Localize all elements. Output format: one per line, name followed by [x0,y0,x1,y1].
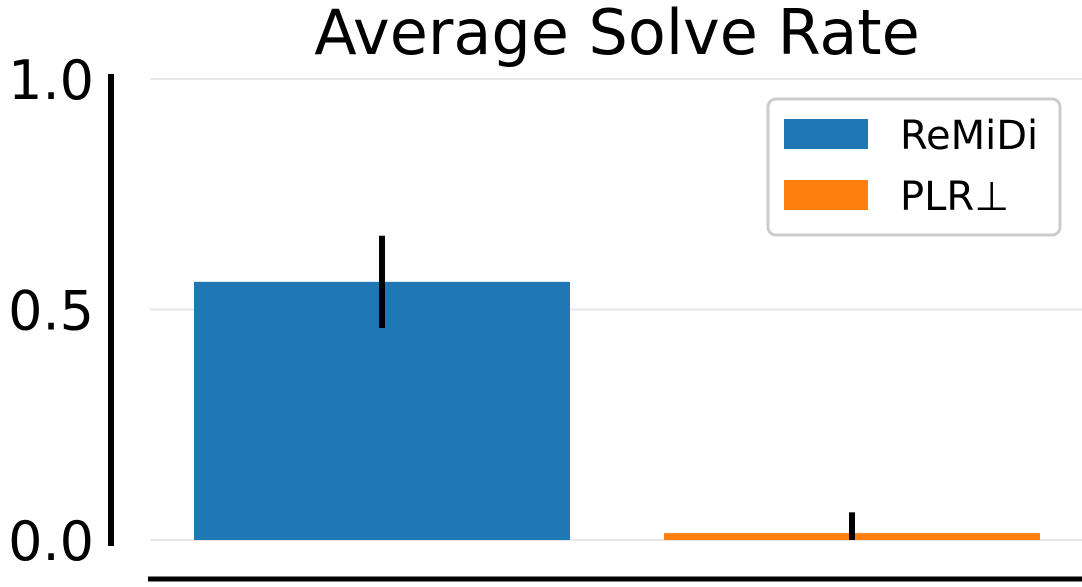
legend-label: ReMiDi [900,113,1038,159]
legend: ReMiDi PLR⊥ [766,97,1062,237]
y-tick-label: 0.0 [8,510,94,573]
y-axis-ticks: 0.0 0.5 1.0 [8,49,94,573]
legend-swatch [784,180,868,210]
legend-label: PLR⊥ [900,174,1009,220]
error-bars [379,235,855,540]
y-tick-label: 1.0 [8,49,94,112]
bars [194,281,1040,540]
y-tick-label: 0.5 [8,280,94,343]
legend-swatch [784,119,868,149]
chart-title: Average Solve Rate [314,0,920,69]
